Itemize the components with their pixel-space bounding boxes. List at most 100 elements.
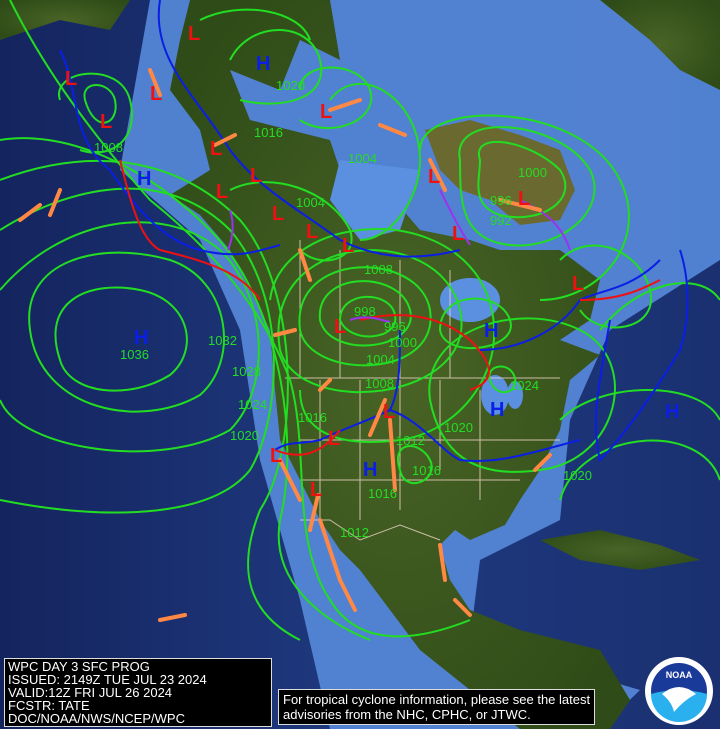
logo-text: NOAA: [666, 670, 693, 680]
trough-line: [273, 328, 297, 337]
front-line: [594, 249, 689, 462]
trough-line: [148, 68, 162, 97]
isobar-label: 1008: [364, 262, 393, 277]
isobar-line: [9, 0, 471, 638]
isobar-line: [329, 82, 422, 241]
low-pressure-center: L: [334, 316, 346, 338]
isobar-label: 1020: [444, 420, 473, 435]
isobar-label: 996: [384, 319, 406, 334]
low-pressure-center: L: [270, 445, 282, 467]
low-pressure-center: L: [65, 68, 77, 90]
valid-time: VALID:12Z FRI JUL 26 2024: [8, 685, 173, 700]
low-pressure-center: L: [342, 235, 354, 257]
trough-line: [158, 613, 187, 622]
trough-line: [328, 98, 362, 112]
isobar-label: 1036: [120, 347, 149, 362]
fronts: [59, 0, 689, 462]
trough-line: [213, 133, 237, 147]
notice-line-1: For tropical cyclone information, please…: [283, 692, 591, 707]
isobar-line: [298, 266, 432, 367]
front-line: [389, 409, 581, 462]
isobar-label: 1024: [510, 378, 539, 393]
isobar-line: [0, 137, 371, 641]
trough-line: [298, 248, 312, 282]
isobar-label: 1032: [208, 333, 237, 348]
agency: DOC/NOAA/NWS/NCEP/WPC: [8, 711, 185, 726]
low-pressure-center: L: [216, 181, 228, 203]
isobar-line: [419, 114, 630, 301]
isobar-label: 1020: [230, 428, 259, 443]
front-line: [59, 49, 281, 256]
low-pressure-center: L: [518, 188, 530, 210]
high-pressure-center: H: [490, 399, 504, 421]
front-line: [479, 259, 661, 351]
low-pressure-center: L: [100, 111, 112, 133]
isobar-line: [229, 181, 353, 262]
isobar-label: 1020: [276, 78, 305, 93]
low-pressure-center: L: [452, 223, 464, 245]
isobar-label: 1004: [348, 151, 377, 166]
isobar-label: 1016: [412, 463, 441, 478]
low-pressure-center: L: [383, 401, 395, 423]
isobar-label: 1000: [388, 335, 417, 350]
isobar-label: 1008: [94, 140, 123, 155]
notice-line-2: advisories from the NHC, CPHC, or JTWC.: [283, 707, 531, 722]
issued-time: ISSUED: 2149Z TUE JUL 23 2024: [8, 672, 207, 687]
trough-line: [278, 458, 302, 502]
isobar-line: [599, 282, 720, 331]
isobar-label: 1020: [563, 468, 592, 483]
isobar-label: 1016: [368, 486, 397, 501]
front-line: [119, 159, 261, 301]
trough-line: [453, 598, 472, 617]
isobar-line: [269, 228, 496, 443]
trough-line: [428, 158, 447, 192]
isobar-line: [428, 317, 616, 473]
troughs: [18, 68, 552, 622]
isobar-line: [0, 221, 260, 453]
isobar-label: 998: [354, 304, 376, 319]
front-line: [274, 329, 401, 451]
product-title: WPC DAY 3 SFC PROG: [8, 659, 150, 674]
front-line: [157, 0, 461, 258]
isobar-line: [299, 66, 373, 129]
front-line: [519, 199, 571, 251]
high-pressure-center: H: [137, 168, 151, 190]
isobar-label: 1024: [238, 397, 267, 412]
isobar-label: 1012: [396, 433, 425, 448]
isobar-label: 1004: [296, 195, 325, 210]
isobar-line: [54, 286, 188, 392]
low-pressure-center: L: [250, 165, 262, 187]
low-pressure-center: L: [572, 273, 584, 295]
trough-line: [533, 453, 552, 472]
isobar-line: [229, 29, 323, 105]
trough-line: [438, 543, 447, 582]
isobar-line: [318, 280, 412, 347]
forecaster: FCSTR: TATE: [8, 698, 90, 713]
high-pressure-center: H: [363, 459, 377, 481]
isobar-line: [58, 72, 133, 154]
isobar-label: 1008: [365, 376, 394, 391]
front-line: [274, 429, 341, 456]
high-pressure-center: H: [134, 327, 148, 349]
isobar-line: [397, 445, 433, 485]
low-pressure-center: L: [310, 479, 322, 501]
front-line: [439, 189, 471, 246]
trough-line: [338, 578, 357, 612]
low-pressure-center: L: [150, 83, 162, 105]
isobar-label: 1016: [298, 410, 327, 425]
low-pressure-center: L: [306, 221, 318, 243]
low-pressure-center: L: [272, 203, 284, 225]
low-pressure-center: L: [210, 138, 222, 160]
low-pressure-center: L: [320, 101, 332, 123]
trough-line: [388, 418, 397, 492]
low-pressure-center: L: [428, 166, 440, 188]
high-pressure-center: H: [665, 401, 679, 423]
low-pressure-center: L: [188, 23, 200, 45]
front-line: [349, 316, 391, 323]
isobar-line: [559, 389, 720, 421]
isobar-label: 1000: [518, 165, 547, 180]
isobar-label: 1012: [340, 525, 369, 540]
